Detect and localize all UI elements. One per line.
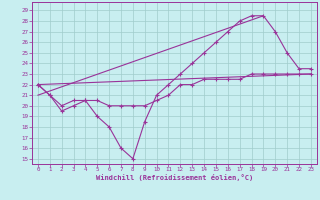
- X-axis label: Windchill (Refroidissement éolien,°C): Windchill (Refroidissement éolien,°C): [96, 174, 253, 181]
